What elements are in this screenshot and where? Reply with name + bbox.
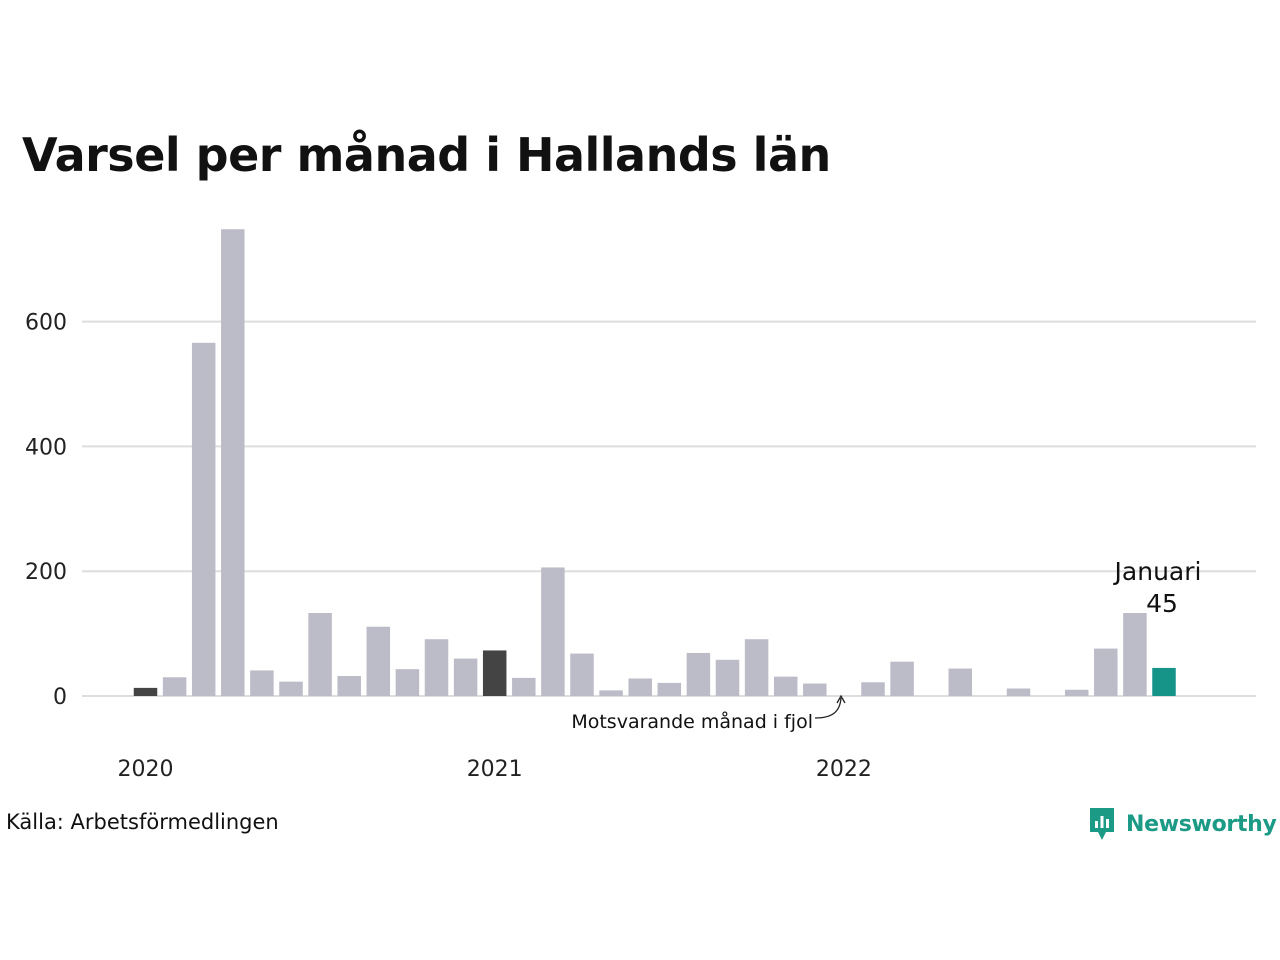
bar xyxy=(366,626,391,696)
x-tick-label: 2021 xyxy=(467,757,523,782)
bar xyxy=(686,652,711,696)
y-tick-label: 200 xyxy=(25,560,67,585)
bar xyxy=(162,677,187,696)
bar xyxy=(803,683,827,696)
bar xyxy=(337,676,361,696)
bar xyxy=(541,567,565,696)
bar xyxy=(133,687,158,696)
bar xyxy=(279,681,303,696)
previous-year-annotation: Motsvarande månad i fjol xyxy=(571,710,813,733)
bar xyxy=(628,678,652,696)
annotations: Motsvarande månad i fjol Januari 45 xyxy=(571,557,1201,733)
brand-name: Newsworthy xyxy=(1126,811,1277,837)
bar xyxy=(395,669,420,696)
bar xyxy=(570,653,594,696)
x-tick-label: 2022 xyxy=(816,757,872,782)
bar xyxy=(191,342,216,696)
bar xyxy=(1006,688,1031,696)
source-text: Källa: Arbetsförmedlingen xyxy=(6,810,279,834)
bar xyxy=(424,639,449,696)
x-tick-label: 2020 xyxy=(118,757,174,782)
newsworthy-logo-icon xyxy=(1090,808,1114,840)
bar xyxy=(861,682,885,696)
bar xyxy=(1152,667,1176,696)
chart-title: Varsel per månad i Hallands län xyxy=(22,128,831,182)
y-tick-label: 600 xyxy=(25,311,67,336)
arrow-head-icon xyxy=(836,694,846,704)
bar xyxy=(715,659,740,696)
bar xyxy=(1064,689,1089,696)
bar xyxy=(890,661,914,696)
newsworthy-logo: Newsworthy xyxy=(1088,804,1277,844)
bar xyxy=(744,639,769,696)
bar xyxy=(657,682,682,696)
bar xyxy=(512,677,536,696)
current-month-label: Januari xyxy=(1113,557,1202,586)
x-axis: 2020 2021 2022 xyxy=(118,757,872,782)
current-value-label: 45 xyxy=(1146,589,1178,618)
y-axis: 0 200 400 600 xyxy=(25,311,67,710)
bar xyxy=(221,229,245,697)
gridlines xyxy=(82,320,1256,697)
bar xyxy=(599,690,623,696)
bar xyxy=(308,613,332,696)
bar xyxy=(1123,613,1147,696)
bar xyxy=(482,650,507,696)
bar xyxy=(453,658,478,696)
bar xyxy=(1094,648,1118,696)
bar xyxy=(773,676,798,696)
previous-year-arrow xyxy=(814,697,842,719)
bar xyxy=(250,670,274,696)
bar xyxy=(948,668,973,696)
bars xyxy=(133,229,1176,697)
y-tick-label: 400 xyxy=(25,435,67,460)
y-tick-label: 0 xyxy=(53,685,67,710)
